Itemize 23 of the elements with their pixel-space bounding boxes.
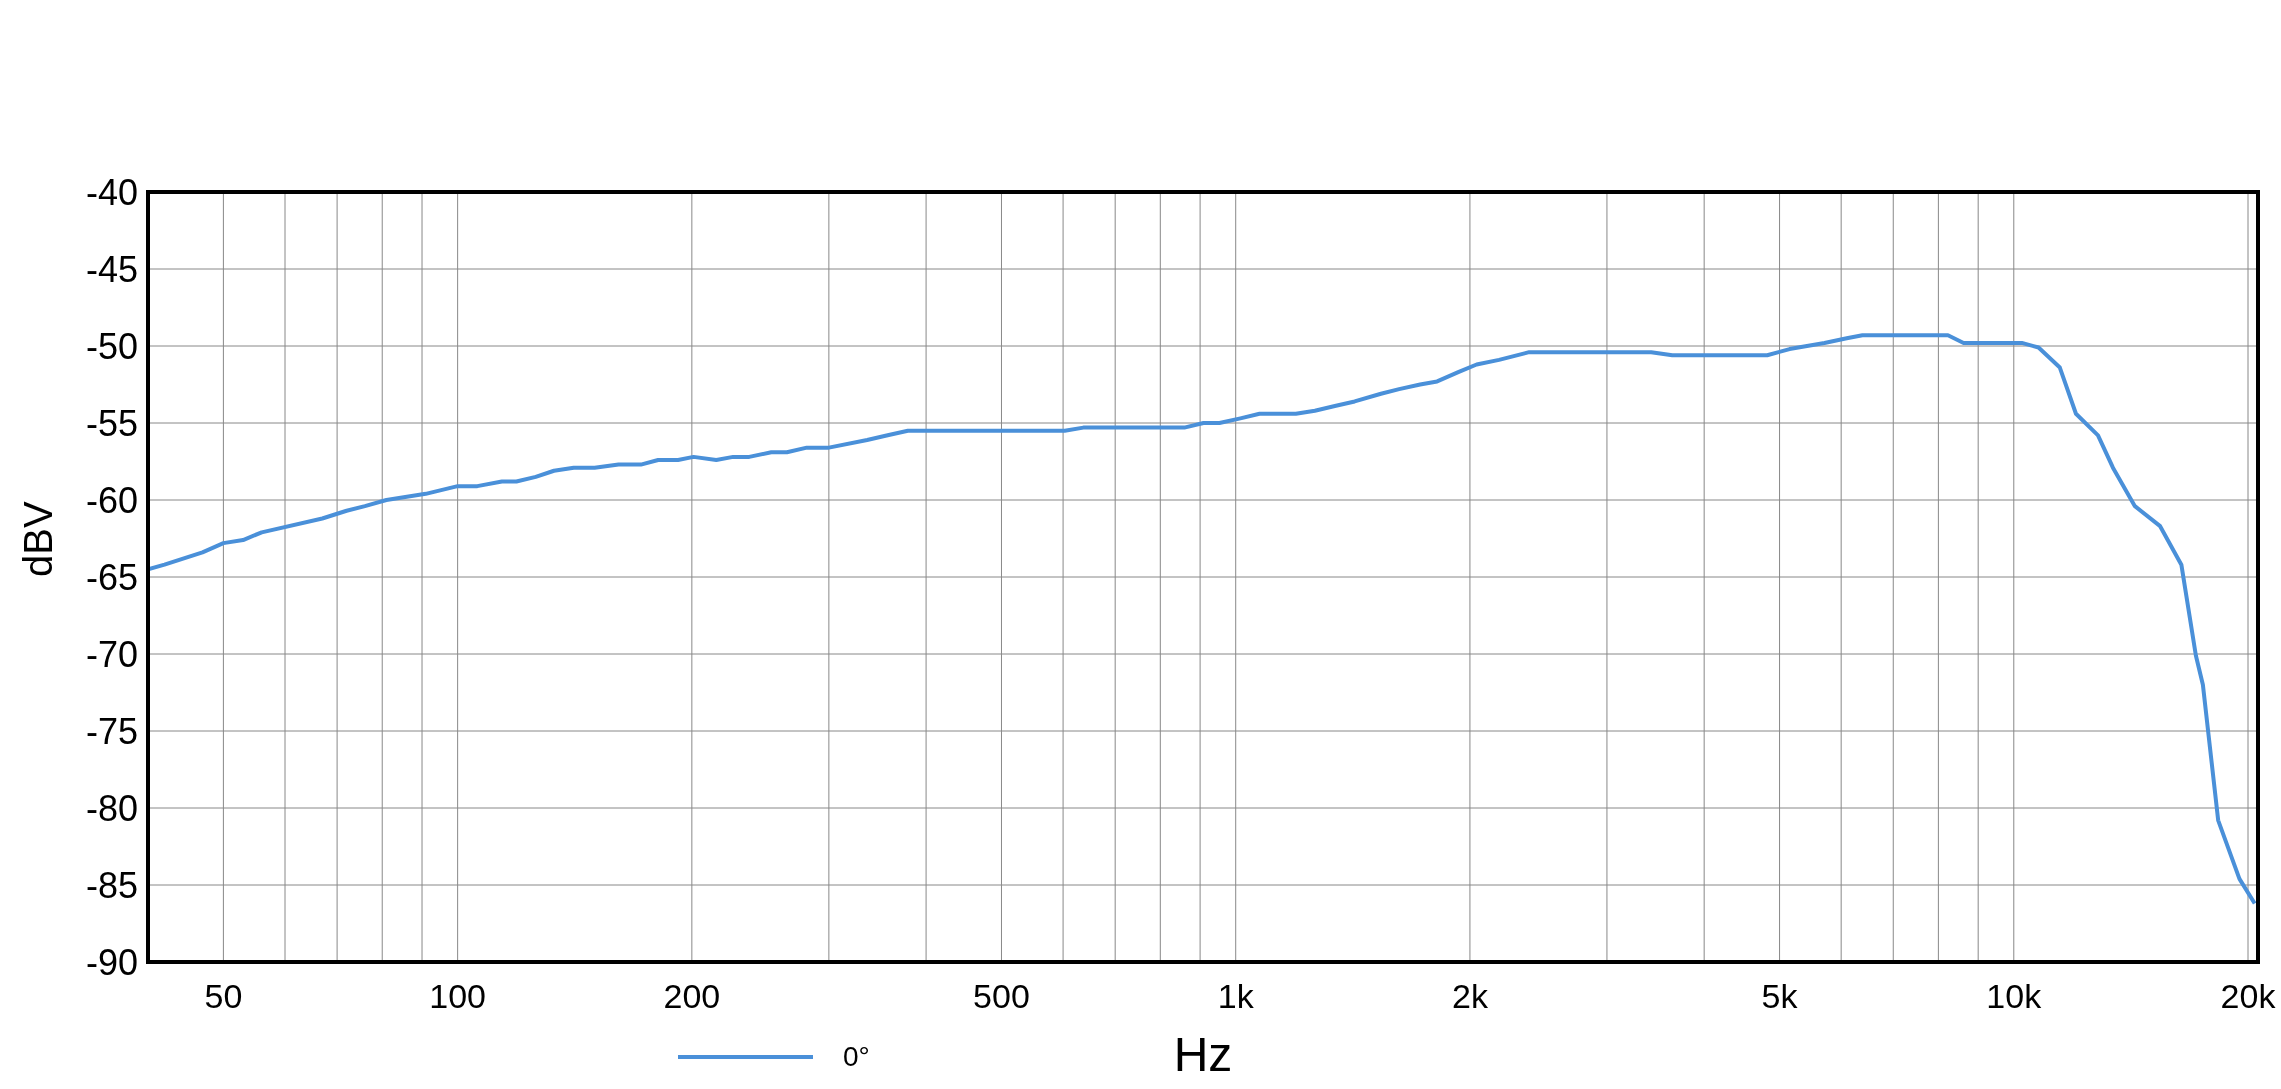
y-tick-label: -50 [85,325,138,367]
y-tick-label: -45 [85,248,138,290]
x-tick-label: 100 [429,977,486,1016]
y-tick-label: -70 [85,633,138,675]
y-tick-label: -55 [85,402,138,444]
x-tick-label: 10k [1986,977,2043,1016]
x-axis-title: Hz [1173,1028,1233,1081]
x-tick-label: 2k [1451,977,1489,1016]
x-tick-label: 20k [2220,977,2277,1016]
x-tick-label: 200 [663,977,721,1016]
y-tick-label: -90 [85,941,138,983]
x-tick-label: 500 [973,977,1030,1016]
y-tick-label: -65 [85,556,138,598]
y-tick-label: -60 [85,479,138,521]
y-tick-label: -80 [85,787,138,829]
x-tick-label: 5k [1761,977,1799,1016]
y-tick-label: -40 [85,171,138,213]
y-axis-title: dBV [16,501,61,577]
y-tick-label: -85 [85,864,138,906]
x-tick-label: 1k [1217,977,1255,1016]
x-tick-label: 50 [204,977,243,1016]
legend-label: 0° [843,1041,870,1073]
y-tick-label: -75 [85,710,138,752]
